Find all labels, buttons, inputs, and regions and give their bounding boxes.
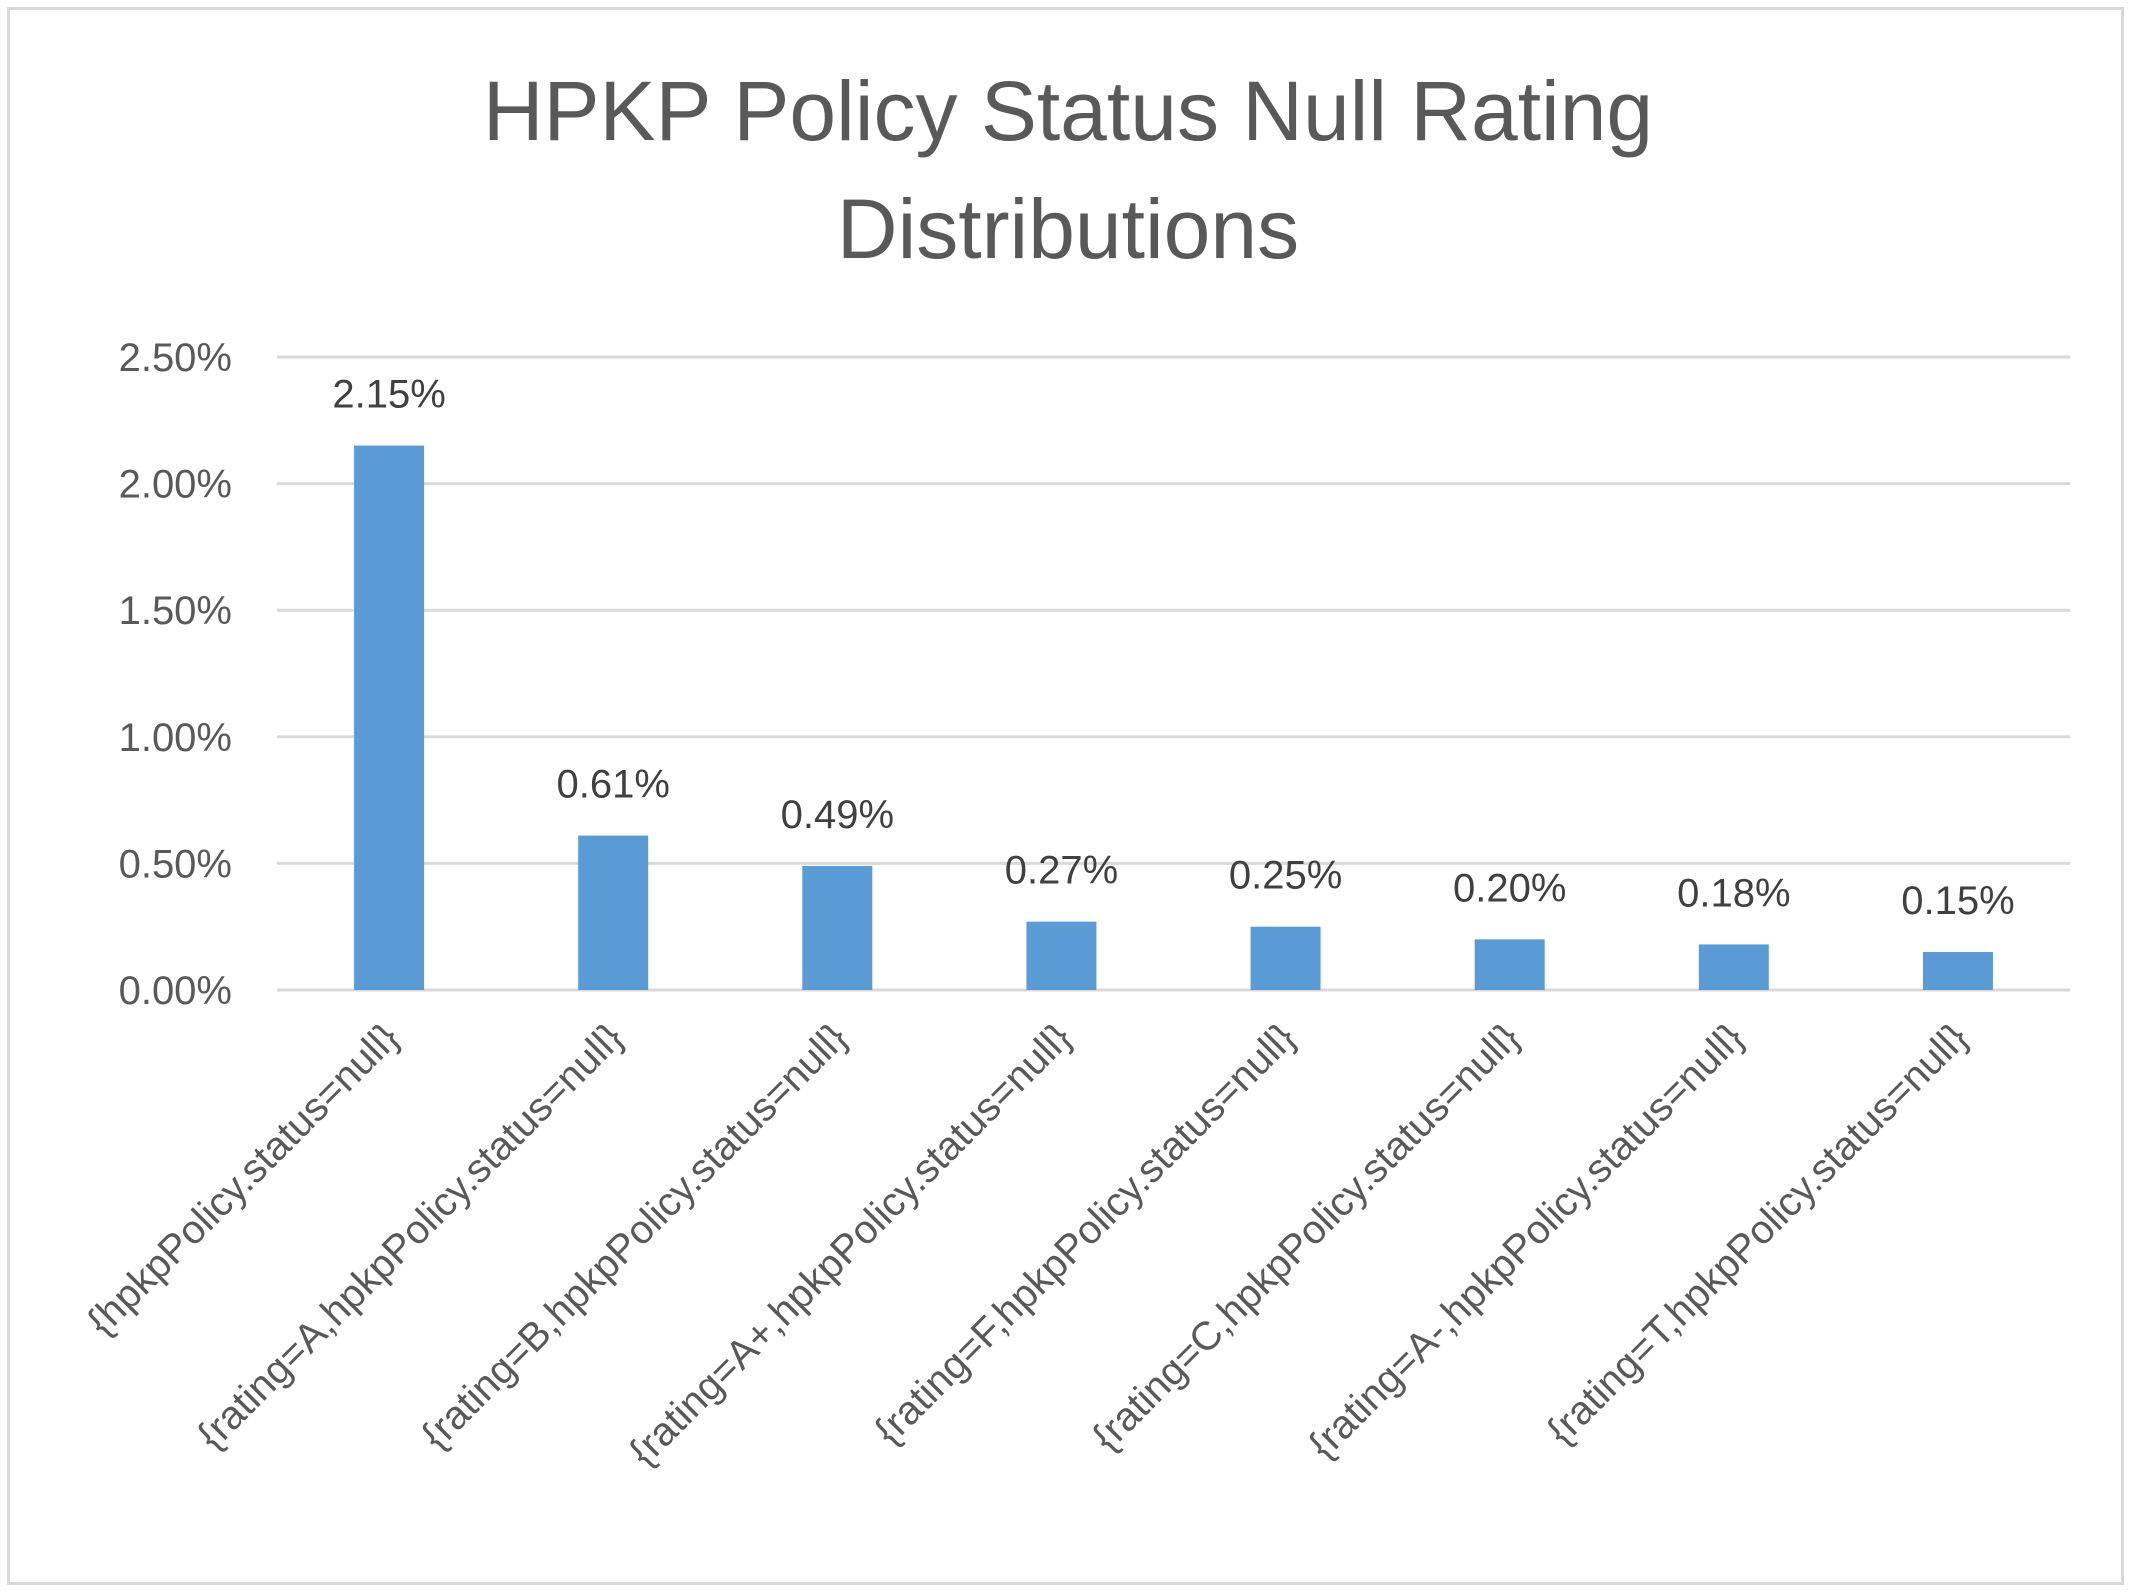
- bars: [354, 445, 1993, 990]
- bar: [578, 835, 649, 990]
- data-label: 0.20%: [1453, 866, 1566, 910]
- bar: [1026, 921, 1097, 990]
- bar: [802, 865, 873, 990]
- data-label: 0.18%: [1677, 871, 1790, 915]
- data-label: 0.25%: [1229, 854, 1342, 898]
- data-label: 0.61%: [556, 763, 669, 807]
- chart-title-line-1: HPKP Policy Status Null Rating: [483, 64, 1653, 158]
- data-label: 0.27%: [1005, 849, 1118, 893]
- category-label: {rating=A,hpkpPolicy.status=null}: [189, 1015, 632, 1458]
- category-label: {rating=B,hpkpPolicy.status=null}: [413, 1015, 856, 1458]
- bar: [1922, 952, 1993, 990]
- category-label: {rating=F,hpkpPolicy.status=null}: [866, 1015, 1304, 1453]
- bar: [1250, 926, 1321, 990]
- y-tick-label: 0.00%: [119, 969, 232, 1013]
- y-tick-label: 0.50%: [119, 842, 232, 886]
- chart-title-line-2: Distributions: [837, 182, 1299, 276]
- y-axis-tick-labels: 0.00% 0.50% 1.00% 1.50% 2.00% 2.50%: [119, 336, 232, 1013]
- bar: [1698, 944, 1769, 990]
- x-axis-category-labels: {hpkpPolicy.status=null}{rating=A,hpkpPo…: [79, 1015, 1976, 1474]
- y-tick-label: 1.50%: [119, 589, 232, 633]
- data-label: 0.15%: [1901, 879, 2014, 923]
- y-tick-label: 1.00%: [119, 716, 232, 760]
- bar: [354, 445, 425, 990]
- y-tick-label: 2.00%: [119, 463, 232, 507]
- category-label: {rating=C,hpkpPolicy.status=null}: [1084, 1015, 1528, 1459]
- category-label: {rating=A-,hpkpPolicy.status=null}: [1300, 1015, 1752, 1467]
- data-labels: 2.15% 0.61% 0.49% 0.27% 0.25% 0.20% 0.18% 0.15%: [332, 373, 2014, 923]
- data-label: 2.15%: [332, 373, 445, 417]
- bar: [1474, 939, 1545, 990]
- category-label: {rating=T,hpkpPolicy.status=null}: [1538, 1015, 1976, 1453]
- data-label: 0.49%: [781, 793, 894, 837]
- y-tick-label: 2.50%: [119, 336, 232, 380]
- category-label: {rating=A+,hpkpPolicy.status=null}: [621, 1015, 1080, 1474]
- gridlines: [277, 355, 2070, 992]
